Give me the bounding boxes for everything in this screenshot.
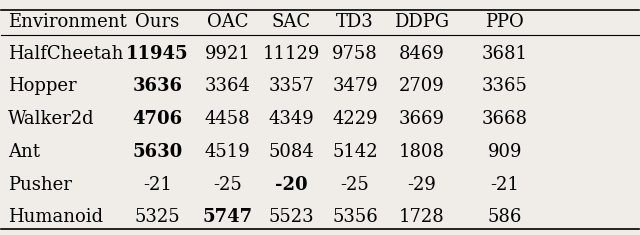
- Text: 3479: 3479: [332, 77, 378, 95]
- Text: HalfCheetah: HalfCheetah: [8, 45, 123, 63]
- Text: Walker2d: Walker2d: [8, 110, 94, 128]
- Text: 3365: 3365: [482, 77, 528, 95]
- Text: 4349: 4349: [268, 110, 314, 128]
- Text: 11945: 11945: [126, 45, 189, 63]
- Text: 4229: 4229: [332, 110, 378, 128]
- Text: 3357: 3357: [268, 77, 314, 95]
- Text: 4706: 4706: [132, 110, 182, 128]
- Text: -21: -21: [143, 176, 172, 194]
- Text: 9758: 9758: [332, 45, 378, 63]
- Text: 586: 586: [488, 208, 522, 226]
- Text: 5084: 5084: [268, 143, 314, 161]
- Text: Pusher: Pusher: [8, 176, 72, 194]
- Text: 3636: 3636: [132, 77, 182, 95]
- Text: Hopper: Hopper: [8, 77, 76, 95]
- Text: 8469: 8469: [399, 45, 445, 63]
- Text: 3668: 3668: [482, 110, 528, 128]
- Text: -25: -25: [340, 176, 369, 194]
- Text: 5142: 5142: [332, 143, 378, 161]
- Text: Ant: Ant: [8, 143, 40, 161]
- Text: 2709: 2709: [399, 77, 445, 95]
- Text: Environment: Environment: [8, 13, 127, 31]
- Text: 5325: 5325: [134, 208, 180, 226]
- Text: OAC: OAC: [207, 13, 248, 31]
- Text: 5630: 5630: [132, 143, 182, 161]
- Text: -20: -20: [275, 176, 308, 194]
- Text: 3669: 3669: [399, 110, 445, 128]
- Text: 1808: 1808: [399, 143, 445, 161]
- Text: 4519: 4519: [205, 143, 250, 161]
- Text: 5747: 5747: [202, 208, 253, 226]
- Text: 1728: 1728: [399, 208, 445, 226]
- Text: 3681: 3681: [482, 45, 528, 63]
- Text: SAC: SAC: [272, 13, 311, 31]
- Text: 11129: 11129: [262, 45, 320, 63]
- Text: 9921: 9921: [205, 45, 250, 63]
- Text: 4458: 4458: [205, 110, 250, 128]
- Text: 5523: 5523: [269, 208, 314, 226]
- Text: PPO: PPO: [485, 13, 524, 31]
- Text: Ours: Ours: [136, 13, 180, 31]
- Text: -21: -21: [490, 176, 519, 194]
- Text: 909: 909: [488, 143, 522, 161]
- Text: 3364: 3364: [205, 77, 250, 95]
- Text: -25: -25: [213, 176, 242, 194]
- Text: DDPG: DDPG: [394, 13, 449, 31]
- Text: -29: -29: [408, 176, 436, 194]
- Text: 5356: 5356: [332, 208, 378, 226]
- Text: TD3: TD3: [336, 13, 374, 31]
- Text: Humanoid: Humanoid: [8, 208, 103, 226]
